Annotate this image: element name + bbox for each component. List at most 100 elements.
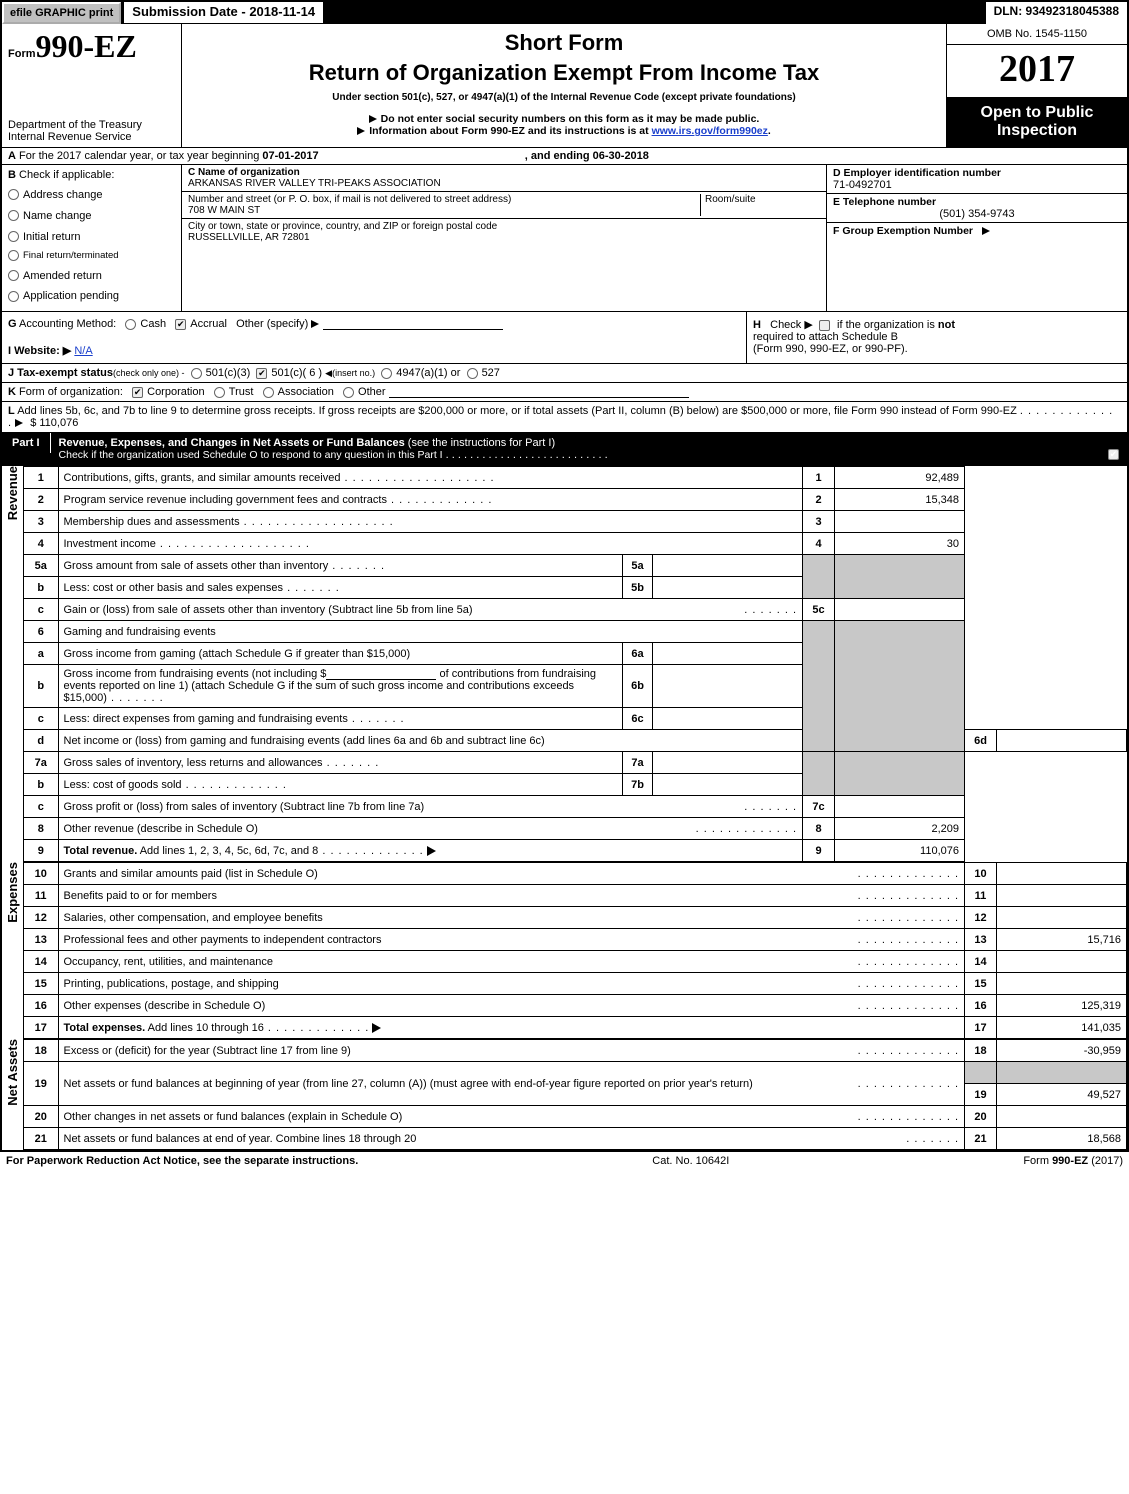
org-name-value: ARKANSAS RIVER VALLEY TRI-PEAKS ASSOCIAT… <box>188 178 820 189</box>
label-amended-return: Amended return <box>23 270 102 282</box>
radio-4947a1[interactable] <box>381 368 392 379</box>
line-7a: 7a Gross sales of inventory, less return… <box>24 752 1127 774</box>
row-l: L Add lines 5b, 6c, and 7b to line 9 to … <box>2 402 1127 433</box>
top-bar: efile GRAPHIC print Submission Date - 20… <box>2 2 1127 24</box>
line-21-value: 18,568 <box>997 1128 1127 1150</box>
other-org-input[interactable] <box>389 386 689 398</box>
radio-527[interactable] <box>467 368 478 379</box>
website-link[interactable]: N/A <box>74 345 92 357</box>
line-9-value: 110,076 <box>835 840 965 862</box>
phone-label: E Telephone number <box>833 196 1121 208</box>
row-g: G Accounting Method: Cash Accrual Other … <box>8 318 740 330</box>
dept-irs: Internal Revenue Service <box>8 131 175 143</box>
checkbox-initial-return[interactable] <box>8 231 19 242</box>
part-1-title: Revenue, Expenses, and Changes in Net As… <box>59 437 405 449</box>
arrow-right-icon <box>427 846 436 856</box>
section-ghi: G Accounting Method: Cash Accrual Other … <box>2 312 1127 364</box>
row-i: I Website: ▶ N/A <box>8 344 740 357</box>
line-7b-value <box>653 774 803 796</box>
line-20-value <box>997 1106 1127 1128</box>
form-990ez-label: 990-EZ <box>36 28 137 64</box>
line-5a: 5a Gross amount from sale of assets othe… <box>24 555 1127 577</box>
net-assets-section: Net Assets 18 Excess or (deficit) for th… <box>2 1039 1127 1150</box>
line-17: 17 Total expenses. Add lines 10 through … <box>24 1017 1127 1039</box>
open-to-public: Open to Public Inspection <box>947 98 1127 147</box>
checkbox-application-pending[interactable] <box>8 291 19 302</box>
efile-print-button[interactable]: efile GRAPHIC print <box>2 2 121 24</box>
radio-501c[interactable] <box>256 368 267 379</box>
checkbox-amended-return[interactable] <box>8 270 19 281</box>
checkbox-schedule-o[interactable] <box>1108 449 1119 460</box>
radio-association[interactable] <box>263 387 274 398</box>
line-15-value <box>997 973 1127 995</box>
line-10: 10 Grants and similar amounts paid (list… <box>24 863 1127 885</box>
line-14-value <box>997 951 1127 973</box>
line-18: 18 Excess or (deficit) for the year (Sub… <box>24 1040 1127 1062</box>
city-label: City or town, state or province, country… <box>188 221 820 232</box>
dept-treasury: Department of the Treasury <box>8 119 175 131</box>
net-assets-side-label: Net Assets <box>2 1039 24 1150</box>
radio-other[interactable] <box>343 387 354 398</box>
arrow-right-icon <box>15 419 23 427</box>
arrow-right-icon <box>372 1023 381 1033</box>
label-final-return: Final return/terminated <box>23 250 119 261</box>
line-3-value <box>835 511 965 533</box>
paperwork-notice: For Paperwork Reduction Act Notice, see … <box>6 1155 358 1167</box>
line-11-value <box>997 885 1127 907</box>
line-9: 9 Total revenue. Add lines 1, 2, 3, 4, 5… <box>24 840 1127 862</box>
line-16: 16 Other expenses (describe in Schedule … <box>24 995 1127 1017</box>
addr-value: 708 W MAIN ST <box>188 205 700 216</box>
label-initial-return: Initial return <box>23 231 80 243</box>
fundraising-amount-input[interactable] <box>326 669 436 680</box>
form-number: Form990-EZ <box>8 28 175 65</box>
radio-trust[interactable] <box>214 387 225 398</box>
form990ez-instructions-link[interactable]: www.irs.gov/form990ez <box>652 125 768 137</box>
schedule-o-text: Check if the organization used Schedule … <box>59 449 443 461</box>
subtitle: Under section 501(c), 527, or 4947(a)(1)… <box>190 92 938 103</box>
part-1-hint: (see the instructions for Part I) <box>408 437 555 449</box>
checkbox-name-change[interactable] <box>8 210 19 221</box>
other-specify-input[interactable] <box>323 318 503 330</box>
box-c: C Name of organization ARKANSAS RIVER VA… <box>182 165 827 312</box>
part-1-header: Part I Revenue, Expenses, and Changes in… <box>2 433 1127 466</box>
box-b: B Check if applicable: Address change Na… <box>2 165 182 312</box>
radio-corporation[interactable] <box>132 387 143 398</box>
arrow-right-icon <box>369 115 377 123</box>
form-word: Form <box>8 48 36 60</box>
checkbox-address-change[interactable] <box>8 189 19 200</box>
main-title: Return of Organization Exempt From Incom… <box>190 60 938 86</box>
city-value: RUSSELLVILLE, AR 72801 <box>188 232 820 243</box>
line-2-value: 15,348 <box>835 489 965 511</box>
line-5a-value <box>653 555 803 577</box>
line-4-value: 30 <box>835 533 965 555</box>
line-11: 11 Benefits paid to or for members 11 <box>24 885 1127 907</box>
line-16-value: 125,319 <box>997 995 1127 1017</box>
line-1-value: 92,489 <box>835 467 965 489</box>
instr-no-ssn: Do not enter social security numbers on … <box>190 113 938 125</box>
radio-501c3[interactable] <box>191 368 202 379</box>
radio-cash[interactable] <box>125 319 136 330</box>
section-bcdef: B Check if applicable: Address change Na… <box>2 165 1127 313</box>
row-h: H Check ▶ if the organization is not req… <box>747 312 1127 363</box>
line-19: 19 Net assets or fund balances at beginn… <box>24 1062 1127 1084</box>
line-3: 3 Membership dues and assessments 3 <box>24 511 1127 533</box>
checkbox-schedule-b-not-required[interactable] <box>819 320 830 331</box>
line-1: 1 Contributions, gifts, grants, and simi… <box>24 467 1127 489</box>
room-suite-label: Room/suite <box>700 194 820 216</box>
tax-year: 2017 <box>947 45 1127 98</box>
radio-accrual[interactable] <box>175 319 186 330</box>
line-8: 8 Other revenue (describe in Schedule O)… <box>24 818 1127 840</box>
form-990ez-page1: efile GRAPHIC print Submission Date - 20… <box>0 0 1129 1152</box>
line-13: 13 Professional fees and other payments … <box>24 929 1127 951</box>
label-name-change: Name change <box>23 210 92 222</box>
checkbox-final-return[interactable] <box>8 250 19 261</box>
revenue-side-label: Revenue <box>2 466 24 862</box>
submission-date: Submission Date - 2018-11-14 <box>123 2 324 24</box>
line-5b-value <box>653 577 803 599</box>
line-4: 4 Investment income 4 30 <box>24 533 1127 555</box>
arrow-right-icon <box>357 127 365 135</box>
arrow-right-icon <box>311 320 319 328</box>
instr-link-line: Information about Form 990-EZ and its in… <box>190 125 938 137</box>
line-18-value: -30,959 <box>997 1040 1127 1062</box>
ein-value: 71-0492701 <box>833 179 1121 191</box>
